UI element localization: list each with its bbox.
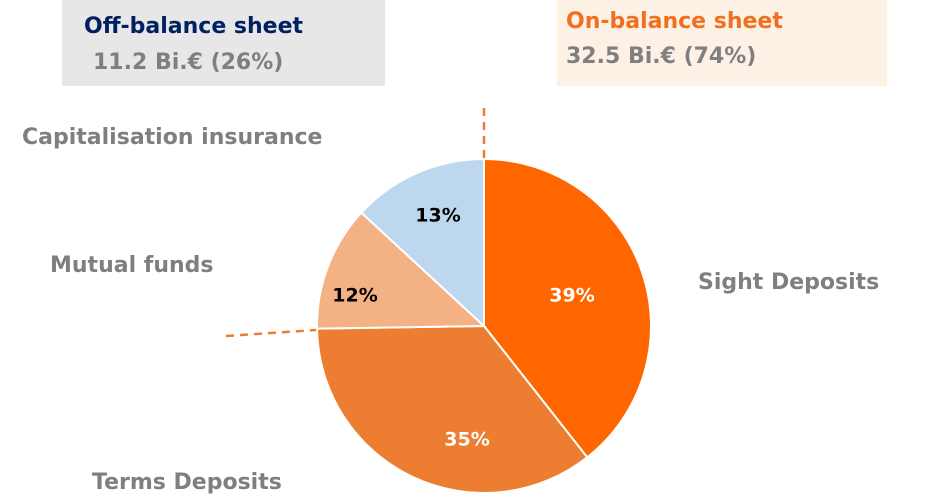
pie-slice <box>359 157 485 329</box>
off-balance-box <box>62 0 385 86</box>
category-label: Capitalisation insurance <box>22 125 322 150</box>
category-label: Sight Deposits <box>698 270 879 295</box>
pie-slice <box>316 324 589 494</box>
slice-label: 35% <box>444 429 489 451</box>
on-balance-box <box>557 0 887 86</box>
annotation-title: On-balance sheet <box>566 9 783 34</box>
annotation-text: 32.5 Bi.€ (74%) <box>566 44 756 69</box>
slice-label: 12% <box>332 285 377 307</box>
slice-label: 39% <box>549 285 594 307</box>
pie-slice <box>483 157 652 459</box>
slice-label: 13% <box>415 205 460 227</box>
category-label: Terms Deposits <box>92 470 282 495</box>
annotation-title: Off-balance sheet <box>84 14 304 39</box>
annotation-text: 11.2 Bi.€ (26%) <box>93 50 283 75</box>
pie-slice <box>316 211 487 330</box>
divider <box>225 328 317 338</box>
category-label: Mutual funds <box>50 253 214 278</box>
